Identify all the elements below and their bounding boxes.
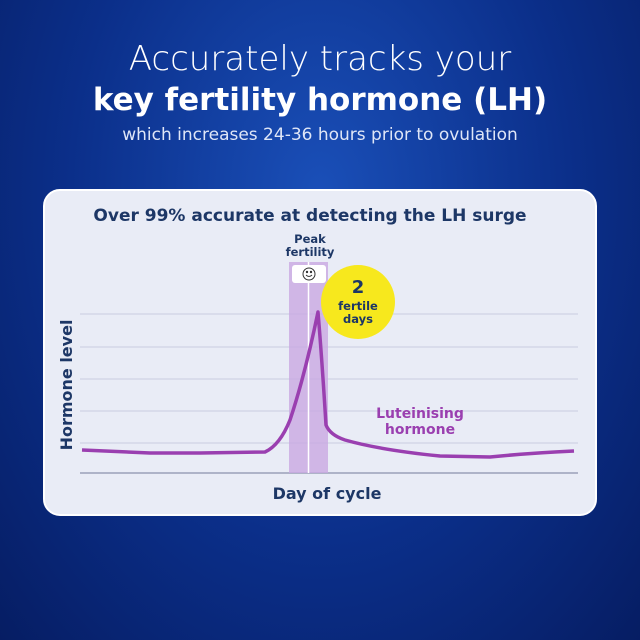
badge-number: 2 [352,277,365,298]
peak-label: fertility [286,245,335,259]
badge-text: days [343,312,373,326]
y-axis-label: Hormone level [57,320,76,451]
card-title: Over 99% accurate at detecting the LH su… [93,206,526,226]
curve-label: hormone [385,422,455,438]
fertile-badge [321,265,395,339]
headline-2: key fertility hormone (LH) [93,82,547,118]
peak-label: Peak [294,232,326,246]
x-axis-label: Day of cycle [273,484,382,503]
grid [80,313,578,444]
smiley-box [292,265,326,283]
badge-text: fertile [338,299,378,313]
subheadline: which increases 24-36 hours prior to ovu… [122,125,518,145]
curve-label: Luteinising [376,406,464,422]
lh-curve [81,310,575,459]
smiley [302,267,316,281]
headline-1: Accurately tracks your [129,39,512,79]
